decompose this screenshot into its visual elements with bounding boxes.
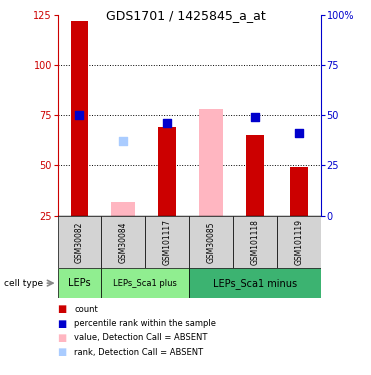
Text: percentile rank within the sample: percentile rank within the sample: [74, 319, 216, 328]
Text: GDS1701 / 1425845_a_at: GDS1701 / 1425845_a_at: [106, 9, 265, 22]
Bar: [101, 268, 189, 298]
Text: ■: ■: [58, 333, 67, 343]
Text: LEPs: LEPs: [68, 278, 91, 288]
Text: ■: ■: [58, 347, 67, 357]
Bar: [189, 268, 321, 298]
Text: GSM101119: GSM101119: [295, 219, 303, 265]
Bar: [71, 21, 88, 216]
Text: GSM30082: GSM30082: [75, 221, 84, 262]
Text: cell type: cell type: [4, 279, 43, 288]
Bar: [233, 216, 277, 268]
Point: [252, 114, 258, 120]
Text: rank, Detection Call = ABSENT: rank, Detection Call = ABSENT: [74, 348, 203, 357]
Bar: [290, 168, 308, 216]
Bar: [189, 216, 233, 268]
Text: count: count: [74, 305, 98, 314]
Point: [296, 130, 302, 136]
Text: GSM30085: GSM30085: [207, 221, 216, 262]
Bar: [101, 216, 145, 268]
Text: GSM30084: GSM30084: [119, 221, 128, 262]
Text: value, Detection Call = ABSENT: value, Detection Call = ABSENT: [74, 333, 208, 342]
Bar: [199, 109, 223, 216]
Bar: [58, 216, 101, 268]
Point: [164, 120, 170, 126]
Text: ■: ■: [58, 319, 67, 328]
Point: [76, 112, 82, 118]
Text: LEPs_Sca1 plus: LEPs_Sca1 plus: [114, 279, 177, 288]
Bar: [145, 216, 189, 268]
Bar: [246, 135, 264, 216]
Bar: [58, 268, 101, 298]
Bar: [277, 216, 321, 268]
Point: [121, 138, 127, 144]
Text: GSM101117: GSM101117: [163, 219, 172, 265]
Text: ■: ■: [58, 304, 67, 314]
Text: GSM101118: GSM101118: [250, 219, 260, 265]
Bar: [111, 202, 135, 216]
Text: LEPs_Sca1 minus: LEPs_Sca1 minus: [213, 278, 297, 289]
Bar: [158, 128, 176, 216]
